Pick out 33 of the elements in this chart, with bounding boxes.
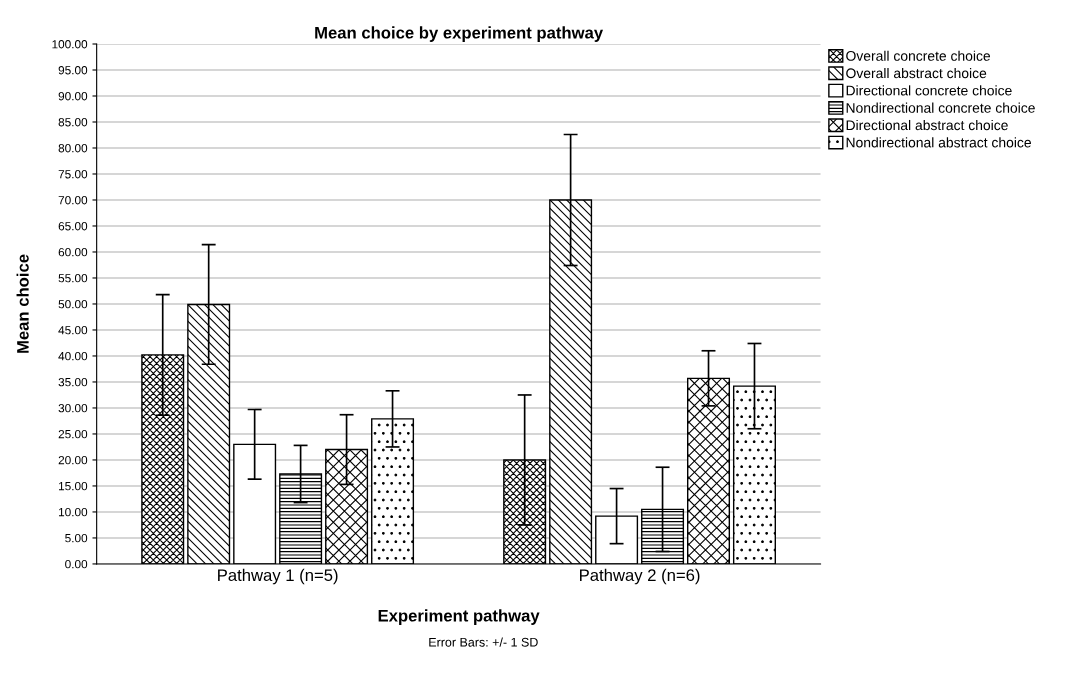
y-tick-label: 55.00 [58,274,88,283]
legend-label: Nondirectional concrete choice [846,102,1035,113]
chart-title: Mean choice by experiment pathway [315,26,604,42]
y-tick-label: 90.00 [58,92,88,101]
y-tick-label: 40.00 [58,352,88,361]
x-axis-title: Experiment pathway [378,609,540,625]
y-tick-label: 35.00 [58,378,88,387]
y-tick-label: 80.00 [58,144,88,153]
y-axis-title: Mean choice [16,254,29,353]
y-tick-label: 100.00 [52,40,88,49]
legend-label: Directional concrete choice [846,85,1012,96]
y-tick-label: 0.00 [65,559,88,569]
y-tick-label: 60.00 [58,248,88,257]
y-tick-label: 20.00 [58,455,88,465]
y-tick-label: 45.00 [58,326,88,335]
legend-label: Overall concrete choice [846,50,991,61]
y-tick-label: 10.00 [58,507,88,517]
y-tick-label: 30.00 [58,403,88,413]
y-tick-label: 75.00 [58,170,88,179]
y-tick-label: 15.00 [58,481,88,491]
y-tick-label: 65.00 [58,222,88,231]
y-tick-label: 85.00 [58,118,88,127]
legend-label: Overall abstract choice [846,67,987,79]
y-tick-label: 5.00 [65,533,88,543]
x-tick-label: Pathway 2 (n=6) [580,568,700,585]
y-tick-label: 95.00 [58,66,88,75]
text: Error Bars: +/- 1 SD [429,637,538,647]
x-tick-label: Pathway 1 (n=5) [218,568,338,585]
legend-label: Nondirectional abstract choice [846,137,1031,148]
legend-label: Directional abstract choice [846,119,1008,131]
y-tick-label: 50.00 [58,300,88,309]
y-tick-label: 25.00 [58,429,88,439]
y-tick-label: 70.00 [58,196,88,205]
